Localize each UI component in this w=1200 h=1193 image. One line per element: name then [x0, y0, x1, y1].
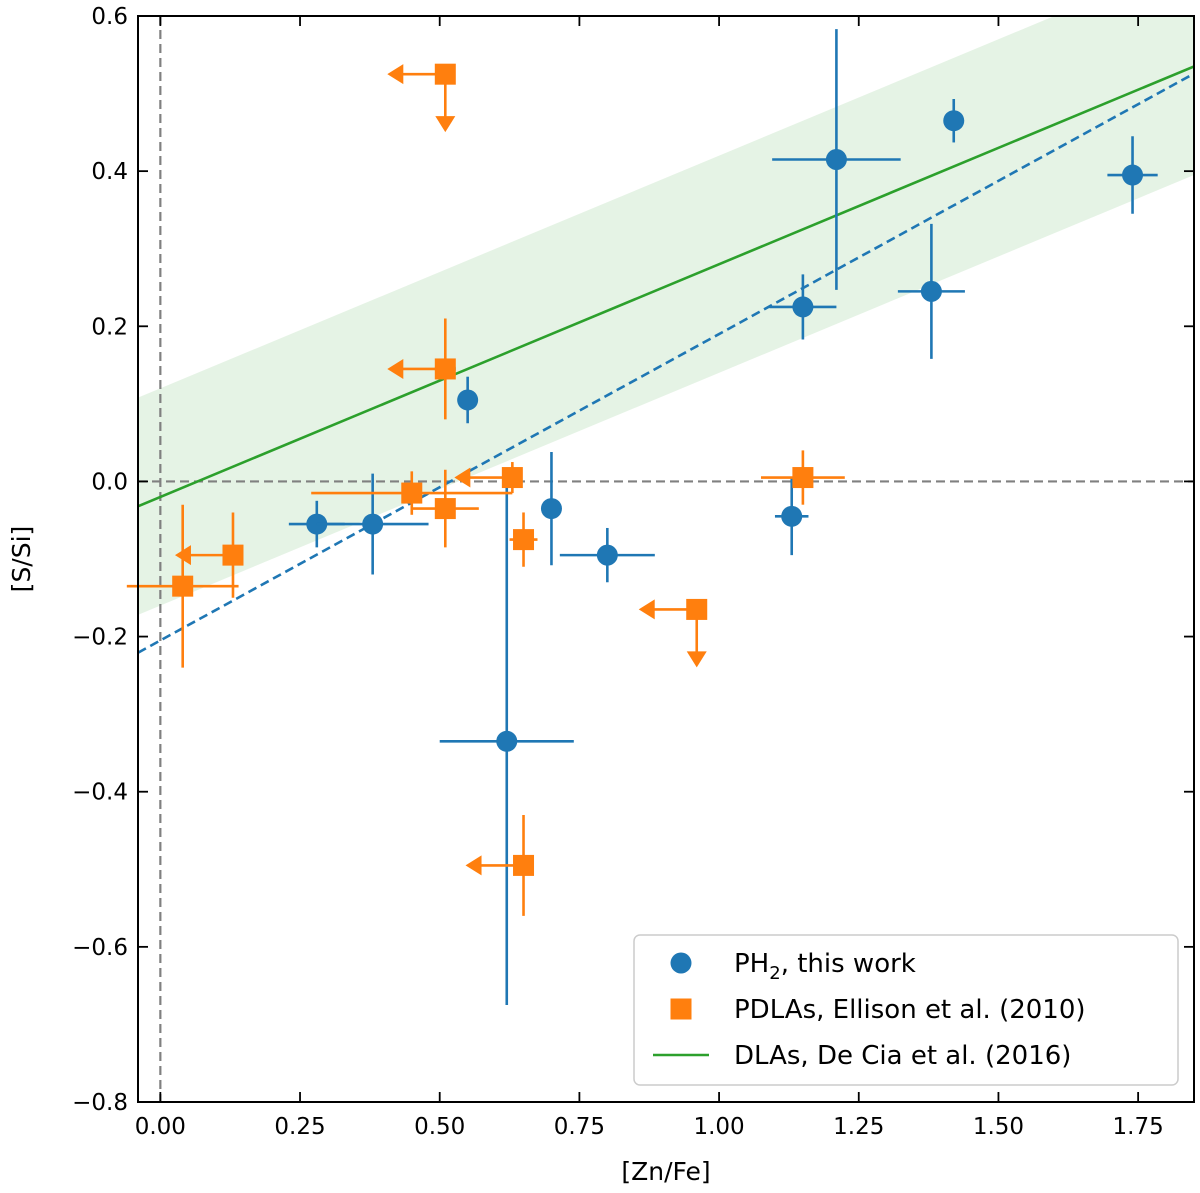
pdla-point-9-xlimit-arrow-head — [638, 599, 655, 620]
pdla-point-8 — [465, 814, 535, 916]
y-tick-label-4: −0.2 — [72, 625, 128, 651]
pdla-point-10 — [760, 450, 845, 505]
fit-lines-layer — [138, 65, 1194, 654]
pdla-point-0 — [126, 504, 239, 668]
pdla-point-8-xlimit-arrow-head — [465, 855, 482, 876]
fit-line-1 — [138, 72, 1194, 654]
pdla-point-4-marker — [434, 63, 456, 85]
ph2-point-4 — [439, 477, 574, 1006]
pdla-point-3 — [411, 469, 479, 548]
y-tick-label-2: 0.2 — [91, 314, 128, 340]
ph2-point-3 — [457, 376, 479, 424]
pdla-point-4-xlimit-arrow-head — [387, 64, 404, 85]
pdla-point-6-marker — [501, 467, 523, 489]
ph2-point-4-marker — [496, 730, 518, 752]
x-tick-label-2: 0.50 — [414, 1114, 465, 1140]
pdla-point-0-marker — [172, 575, 194, 597]
ph2-point-8 — [769, 274, 837, 340]
fit-band-layer — [138, 16, 1194, 615]
legend-label-0: PH2, this work — [734, 949, 916, 984]
ph2-point-12-marker — [1122, 164, 1144, 186]
x-axis-label: [Zn/Fe] — [621, 1157, 710, 1186]
ph2-point-7-marker — [781, 505, 803, 527]
x-tick-label-6: 1.50 — [973, 1114, 1024, 1140]
ph2-point-5 — [540, 451, 562, 566]
pdla-point-10-marker — [792, 467, 814, 489]
ph2-point-3-marker — [457, 389, 479, 411]
y-tick-label-1: 0.4 — [91, 159, 128, 185]
y-tick-label-3: 0.0 — [91, 469, 128, 495]
x-tick-label-7: 1.75 — [1113, 1114, 1164, 1140]
pdla-point-1-marker — [222, 544, 244, 566]
y-tick-label-5: −0.4 — [72, 780, 128, 806]
pdla-point-2-marker — [401, 482, 423, 504]
legend-marker-0 — [670, 952, 692, 974]
axes-layer: 0.00 0.25 0.50 0.75 1.00 1.25 1.50 1.75 0.6 0.4 0.… — [72, 4, 1195, 1140]
x-tick-label-5: 1.25 — [833, 1114, 884, 1140]
pdla-point-5-xlimit-arrow-head — [387, 358, 404, 379]
pdla-point-9-ylimit-arrow-head — [686, 651, 707, 668]
fit-line-0 — [138, 65, 1194, 508]
ph2-point-8-marker — [792, 296, 814, 318]
pdla-point-6 — [454, 462, 523, 494]
x-tick-label-1: 0.25 — [274, 1114, 325, 1140]
x-tick-label-4: 1.00 — [693, 1114, 744, 1140]
legend-label-2: DLAs, De Cia et al. (2016) — [734, 1041, 1071, 1071]
legend-marker-1 — [670, 998, 692, 1020]
fit-band-0 — [138, 16, 1194, 615]
ph2-point-1-marker — [362, 513, 384, 535]
legend-box — [633, 934, 1179, 1086]
legend-label-1: PDLAs, Ellison et al. (2010) — [734, 995, 1086, 1025]
pdla-point-9-marker — [686, 598, 708, 620]
ph2-point-9-marker — [825, 149, 847, 171]
pdla-point-4 — [387, 63, 456, 133]
pdla-point-9 — [638, 598, 708, 668]
pdla-point-8-marker — [513, 854, 535, 876]
ph2-point-12 — [1107, 136, 1158, 214]
x-tick-label-0: 0.00 — [135, 1114, 186, 1140]
reference-lines-layer — [138, 16, 1194, 1102]
ph2-point-11 — [943, 99, 965, 143]
ph2-point-6 — [559, 527, 655, 583]
y-tick-label-0: 0.6 — [91, 4, 128, 30]
pdla-point-5-marker — [434, 358, 456, 380]
x-tick-label-3: 0.75 — [554, 1114, 605, 1140]
ph2-point-7 — [774, 477, 809, 556]
y-axis-label: [S/Si] — [7, 526, 36, 593]
pdla-point-5 — [387, 318, 456, 420]
ph2-point-11-marker — [943, 110, 965, 132]
ph2-point-9 — [772, 29, 901, 290]
legend: PH2, this work PDLAs, Ellison et al. (201… — [633, 934, 1179, 1086]
data-points-layer — [126, 29, 1158, 1006]
y-tick-label-6: −0.6 — [72, 935, 128, 961]
pdla-point-7 — [509, 512, 538, 567]
y-tick-label-7: −0.8 — [72, 1090, 128, 1116]
ph2-point-10-marker — [920, 280, 942, 302]
pdla-point-7-marker — [513, 529, 535, 551]
pdla-point-1 — [174, 512, 244, 598]
ph2-point-6-marker — [596, 544, 618, 566]
ph2-point-5-marker — [540, 498, 562, 520]
pdla-point-1-xlimit-arrow-head — [174, 545, 191, 566]
plot-frame — [137, 15, 1195, 1103]
ph2-point-1 — [316, 473, 429, 575]
ph2-point-10 — [897, 223, 965, 359]
pdla-point-4-ylimit-arrow-head — [435, 116, 456, 133]
pdla-point-6-xlimit-arrow-head — [454, 467, 471, 488]
pdla-point-3-marker — [434, 498, 456, 520]
